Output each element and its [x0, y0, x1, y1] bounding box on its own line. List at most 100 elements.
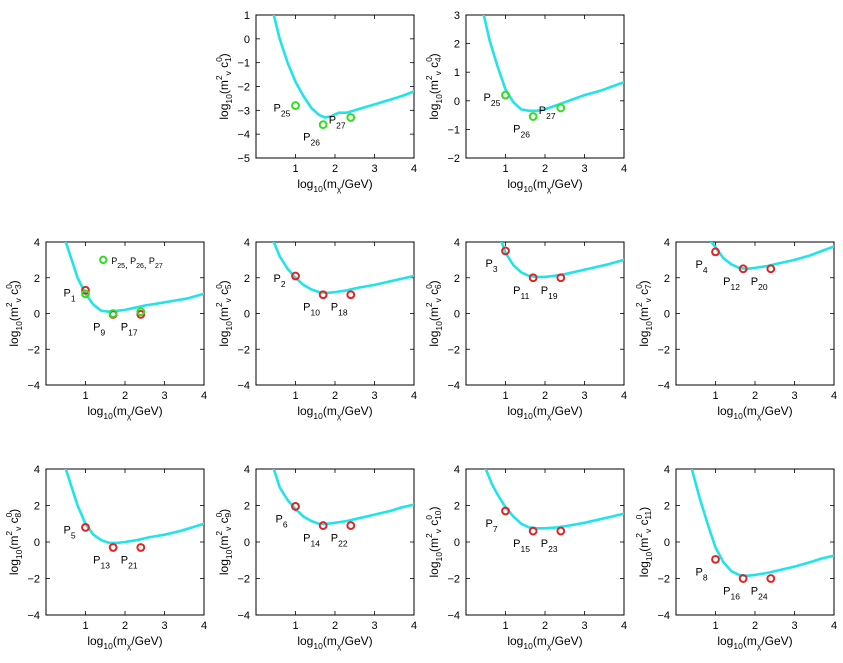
benchmark-label-index: 25	[491, 98, 501, 108]
x-axis-label: log10(mχ/GeV)	[717, 404, 792, 421]
y-label-mass: (m	[7, 307, 21, 321]
benchmark-label: P1	[64, 287, 76, 303]
y-label-mass: (m	[7, 536, 21, 550]
benchmark-point	[318, 120, 328, 130]
benchmark-label: P26	[513, 124, 530, 140]
benchmark-point	[81, 289, 90, 299]
y-label-c-index: 1	[223, 57, 233, 62]
y-tick-label: −1	[447, 124, 460, 136]
benchmark-label-index: 23	[548, 544, 558, 554]
x-label-log: log	[507, 634, 523, 648]
x-label-chi: χ	[547, 641, 552, 651]
benchmark-label: P16	[723, 586, 740, 602]
y-label-c-sup: 0	[634, 284, 644, 289]
y-tick-label: 4	[454, 464, 460, 476]
y-label-log-base: 10	[434, 321, 444, 331]
benchmark-label: P8	[696, 566, 708, 582]
benchmark-label: P21	[121, 554, 138, 570]
y-label-c-index: 11	[643, 511, 653, 520]
y-label-mass: (m	[217, 80, 231, 94]
x-tick-label: 2	[332, 390, 338, 402]
benchmark-label-p: P	[276, 513, 283, 525]
y-label-log: log	[637, 331, 651, 347]
x-tick-label: 2	[542, 163, 548, 175]
y-tick-label: 2	[664, 501, 670, 513]
x-label-chi: χ	[337, 641, 342, 651]
y-tick-label: 2	[34, 273, 40, 285]
benchmark-point	[528, 273, 538, 283]
x-label-log: log	[87, 634, 103, 648]
panel-c4: 1 2 3 4−2−10123P25P26P27log10(mχ/GeV)log10(…	[424, 10, 627, 194]
x-tick-label: 1	[502, 163, 508, 175]
y-tick-label: −4	[447, 610, 460, 622]
y-label-close: )	[427, 280, 441, 284]
y-tick-label: 0	[244, 537, 250, 549]
y-tick-label: −2	[447, 344, 460, 356]
benchmark-label-index: 19	[548, 291, 558, 301]
y-label-square: 2	[634, 302, 644, 307]
benchmark-label-p: P	[751, 586, 758, 598]
x-tick-label: 4	[621, 390, 627, 402]
y-label-c-index: 10	[433, 510, 443, 520]
y-label-log: log	[427, 331, 441, 347]
benchmark-label-p: P	[751, 276, 758, 288]
x-label-log: log	[87, 404, 103, 418]
x-label-chi: χ	[127, 641, 132, 651]
y-label-log: log	[427, 104, 441, 120]
y-label-c: c	[217, 289, 231, 298]
y-label-log: log	[427, 561, 441, 577]
x-tick-label: 3	[581, 620, 587, 632]
y-label-c: c	[427, 520, 441, 529]
x-tick-label: 2	[752, 390, 758, 402]
x-tick-label: 2	[752, 620, 758, 632]
y-tick-label: 2	[454, 501, 460, 513]
y-label-v: v	[13, 526, 23, 531]
benchmark-label-p: P	[93, 554, 100, 566]
y-label-c-sup: 0	[634, 514, 644, 519]
y-label-c: c	[427, 289, 441, 298]
benchmark-label: P5	[64, 524, 76, 540]
benchmark-label-index: 6	[283, 519, 288, 529]
y-label-square: 2	[214, 75, 224, 80]
x-label-log: log	[717, 634, 733, 648]
y-tick-label: 2	[664, 273, 670, 285]
y-axis-label: log10(m2v c01)	[214, 53, 234, 119]
benchmark-label: P2	[274, 273, 286, 289]
benchmark-point	[291, 271, 300, 281]
x-tick-label: 1	[82, 390, 88, 402]
limit-curve	[482, 15, 624, 113]
x-tick-label: 3	[161, 620, 167, 632]
benchmark-label: P20	[751, 276, 768, 292]
x-label-unit: /GeV)	[761, 404, 792, 418]
y-axis-label: log10(m2v c010)	[424, 506, 444, 577]
benchmark-point	[108, 543, 118, 552]
y-label-v: v	[643, 528, 653, 533]
benchmark-point	[108, 309, 118, 318]
x-label-mass: (m	[323, 634, 337, 648]
benchmark-label-index: 9	[100, 327, 105, 337]
y-label-mass: (m	[637, 538, 651, 552]
benchmark-label: P23	[541, 538, 558, 554]
y-label-log: log	[217, 104, 231, 120]
x-label-log-base: 10	[733, 641, 743, 651]
x-tick-label: 1	[502, 390, 508, 402]
x-axis-label: log10(mχ/GeV)	[87, 404, 162, 421]
x-axis-label: log10(mχ/GeV)	[87, 634, 162, 651]
y-tick-label: −4	[237, 129, 250, 141]
x-label-log-base: 10	[733, 411, 743, 421]
y-label-v: v	[223, 297, 233, 302]
legend-index: 25	[117, 263, 125, 270]
x-label-unit: /GeV)	[341, 177, 372, 191]
y-tick-label: 4	[244, 237, 250, 249]
y-label-log: log	[217, 331, 231, 347]
benchmark-label-p: P	[303, 132, 310, 144]
limit-curve	[500, 242, 624, 279]
legend-marker	[99, 255, 108, 265]
benchmark-label-p: P	[541, 285, 548, 297]
y-label-c: c	[217, 62, 231, 71]
y-label-c-index: 3	[13, 284, 23, 289]
y-label-c-sup: 0	[214, 512, 224, 517]
y-tick-label: −2	[657, 344, 670, 356]
y-label-c: c	[637, 519, 651, 528]
